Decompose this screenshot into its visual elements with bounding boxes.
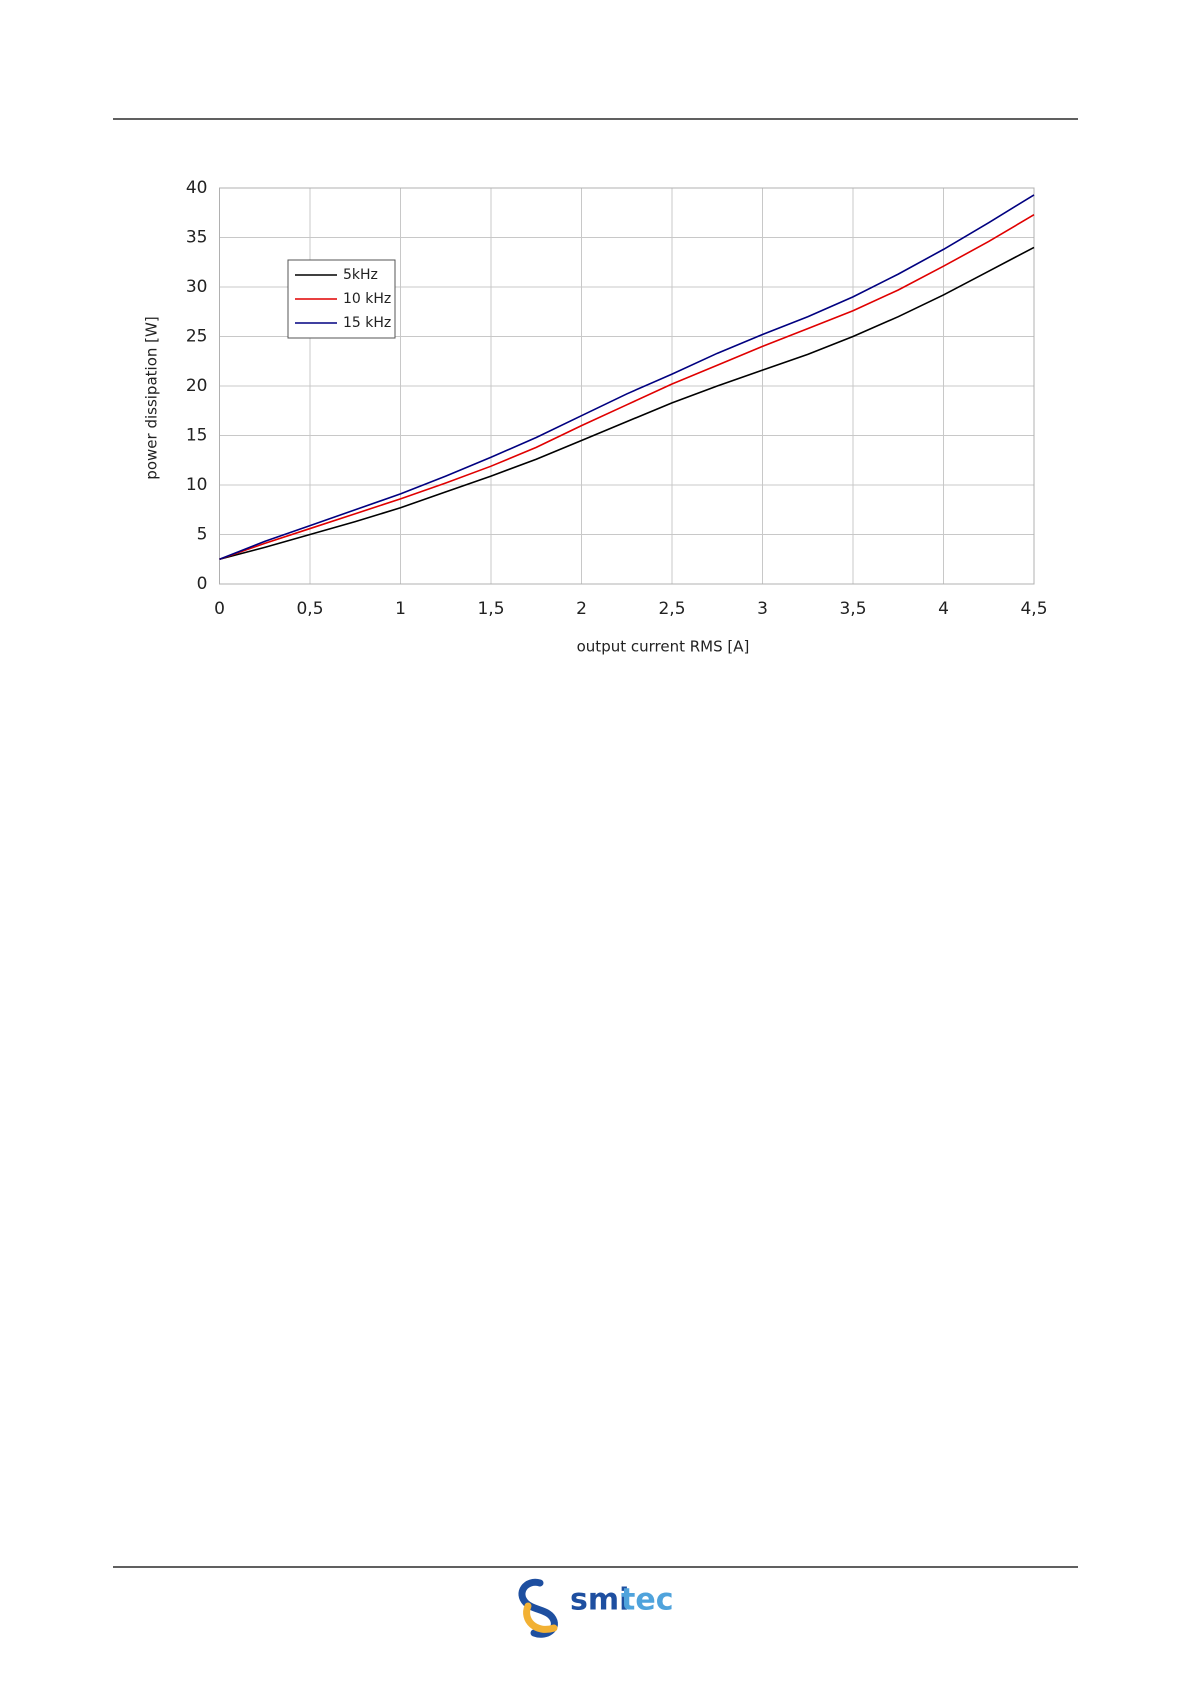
logo-text-dark: smi xyxy=(570,1583,629,1618)
series-line xyxy=(219,246,1035,561)
y-tick-label: 40 xyxy=(186,178,208,198)
plot-frame xyxy=(219,187,1035,585)
x-tick-label: 4,5 xyxy=(1020,599,1047,619)
legend-label: 5kHz xyxy=(343,267,378,283)
x-tick-label: 0,5 xyxy=(296,599,323,619)
y-tick-label: 10 xyxy=(186,475,208,495)
y-tick-label: 5 xyxy=(197,525,208,545)
y-tick-label: 15 xyxy=(186,426,208,446)
y-tick-label: 20 xyxy=(186,376,208,396)
y-tick-label: 30 xyxy=(186,277,208,297)
x-tick-label: 0 xyxy=(214,599,225,619)
y-axis-label: power dissipation [W] xyxy=(143,316,161,479)
y-tick-label: 25 xyxy=(186,327,208,347)
y-tick-label: 35 xyxy=(186,228,208,248)
x-tick-label: 2 xyxy=(576,599,587,619)
legend-label: 10 kHz xyxy=(343,291,391,307)
series-line xyxy=(219,194,1035,560)
x-tick-label: 4 xyxy=(938,599,949,619)
logo-swirl-accent xyxy=(523,1602,558,1633)
x-tick-label: 1,5 xyxy=(477,599,504,619)
x-axis-label: output current RMS [A] xyxy=(577,638,750,656)
x-tick-label: 2,5 xyxy=(658,599,685,619)
legend-label: 15 kHz xyxy=(343,315,391,331)
logo-text-light: tec xyxy=(621,1583,673,1618)
chart: output current RMS [A] power dissipation… xyxy=(143,178,1048,656)
x-tick-label: 3 xyxy=(757,599,768,619)
y-tick-label: 0 xyxy=(197,574,208,594)
series-line xyxy=(219,214,1035,561)
x-tick-label: 1 xyxy=(395,599,406,619)
logo: smi tec xyxy=(518,1578,673,1638)
x-tick-label: 3,5 xyxy=(839,599,866,619)
